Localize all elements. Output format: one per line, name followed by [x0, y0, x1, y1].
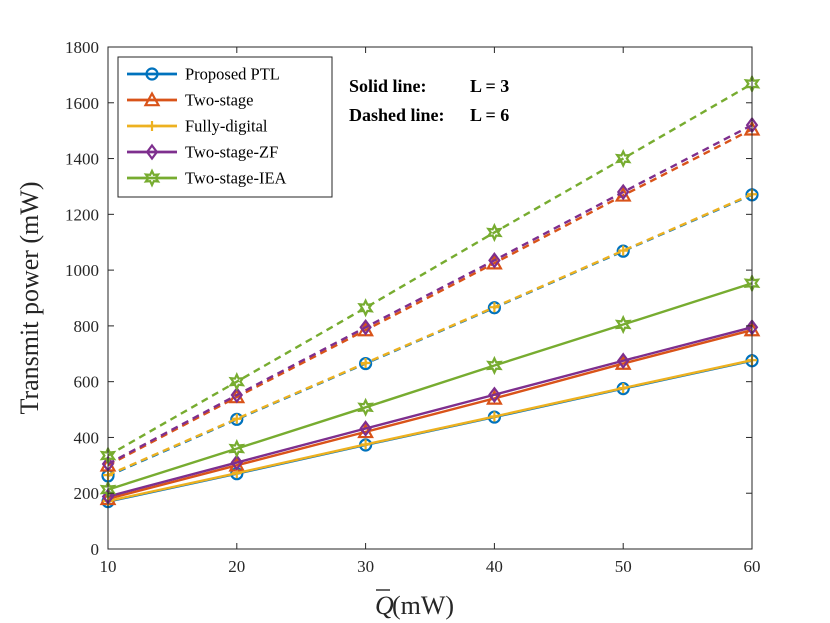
- y-tick-label-0: 0: [91, 540, 100, 559]
- series-fully-digital: [103, 189, 757, 507]
- line-two-stage-iea-solid: [107, 282, 753, 491]
- x-axis-title: Q (mW): [375, 589, 454, 620]
- y-tick-label-4: 800: [74, 317, 100, 336]
- annotation-block: Solid line: L = 3 Dashed line: L = 6: [349, 76, 509, 125]
- point-fully-digital-solid-4: [618, 383, 629, 394]
- point-two-stage-iea-dashed-3: [486, 222, 503, 243]
- line-two-stage-iea-dashed: [107, 82, 753, 457]
- legend-marker-two-stage: [143, 91, 161, 107]
- y-tick-label-3: 600: [74, 373, 100, 392]
- y-tick-label-1: 200: [74, 484, 100, 503]
- annotation-solid-label: Solid line:: [349, 76, 427, 96]
- point-two-stage-iea-solid-3: [486, 355, 503, 376]
- y-tick-label-5: 1000: [65, 261, 99, 280]
- x-tick-label-4: 50: [615, 557, 632, 576]
- axes-box: [107, 46, 753, 550]
- y-tick-label-2: 400: [74, 428, 100, 447]
- point-fully-digital-dashed-3: [489, 302, 500, 313]
- line-two-stage-dashed: [107, 128, 753, 467]
- legend-marker-proposed-ptl: [145, 67, 159, 81]
- line-two-stage-zf-solid: [107, 326, 753, 498]
- y-tick-label-8: 1600: [65, 94, 99, 113]
- point-fully-digital-solid-3: [489, 411, 500, 422]
- legend-entry-two-stage-zf: Two-stage-ZF: [127, 143, 278, 162]
- line-fully-digital-solid: [107, 359, 753, 503]
- legend-label-two-stage-zf: Two-stage-ZF: [185, 143, 278, 162]
- annotation-dashed-value: L = 6: [470, 105, 509, 125]
- x-tick-label-0: 10: [100, 557, 117, 576]
- line-two-stage-solid: [107, 328, 753, 500]
- y-tick-label-6: 1200: [65, 205, 99, 224]
- point-two-stage-iea-dashed-2: [357, 298, 374, 318]
- axes: 10 20 30 40 50 600200400600800100012001400160…: [65, 38, 761, 576]
- legend-marker-fully-digital: [147, 121, 157, 131]
- y-axis-title: Transmit power (mW): [15, 181, 44, 414]
- point-two-stage-zf-dashed-3: [488, 252, 501, 269]
- x-axis-title-symbol: Q: [375, 591, 394, 620]
- annotation-solid-value: L = 3: [470, 76, 509, 96]
- point-two-stage-iea-solid-1: [228, 438, 246, 459]
- x-tick-label-5: 60: [744, 557, 761, 576]
- legend-entry-two-stage-iea: Two-stage-IEA: [127, 168, 287, 188]
- point-two-stage-iea-solid-4: [614, 314, 632, 335]
- legend-marker-two-stage-iea: [143, 168, 161, 188]
- line-two-stage-zf-dashed: [107, 124, 753, 465]
- legend-label-two-stage-iea: Two-stage-IEA: [185, 169, 287, 188]
- y-tick-label-7: 1400: [65, 150, 99, 169]
- point-two-stage-zf-dashed-2: [359, 318, 372, 336]
- legend-entry-two-stage: Two-stage: [127, 91, 254, 110]
- x-tick-label-3: 40: [486, 557, 503, 576]
- point-two-stage-iea-solid-2: [357, 397, 374, 417]
- point-fully-digital-dashed-4: [618, 245, 629, 256]
- line-fully-digital-dashed: [107, 193, 753, 477]
- point-fully-digital-solid-2: [360, 439, 371, 450]
- legend-entry-proposed-ptl: Proposed PTL: [127, 65, 280, 84]
- legend-marker-two-stage-zf: [145, 143, 159, 161]
- point-fully-digital-dashed-1: [231, 413, 242, 424]
- point-two-stage-zf-dashed-4: [616, 183, 630, 201]
- point-two-stage-zf-solid-3: [488, 386, 501, 404]
- point-two-stage-iea-dashed-4: [614, 148, 632, 169]
- point-two-stage-zf-dashed-1: [230, 386, 244, 404]
- legend-label-fully-digital: Fully-digital: [185, 117, 268, 136]
- x-tick-label-2: 30: [357, 557, 374, 576]
- x-axis-title-unit: (mW): [392, 591, 454, 620]
- legend-label-proposed-ptl: Proposed PTL: [185, 65, 280, 84]
- y-tick-label-9: 1800: [65, 38, 99, 57]
- plot-area: [99, 74, 761, 509]
- point-two-stage-zf-solid-1: [230, 454, 244, 471]
- legend-label-two-stage: Two-stage: [185, 91, 254, 110]
- x-tick-label-1: 20: [228, 557, 245, 576]
- annotation-dashed-label: Dashed line:: [349, 105, 445, 125]
- point-two-stage-zf-solid-2: [359, 420, 372, 437]
- point-fully-digital-dashed-2: [360, 357, 371, 368]
- point-two-stage-zf-solid-4: [616, 352, 630, 370]
- point-two-stage-iea-dashed-1: [228, 372, 246, 392]
- legend: Proposed PTL Two-stage Fully-digital Two-st…: [117, 56, 333, 198]
- legend-entry-fully-digital: Fully-digital: [127, 117, 268, 136]
